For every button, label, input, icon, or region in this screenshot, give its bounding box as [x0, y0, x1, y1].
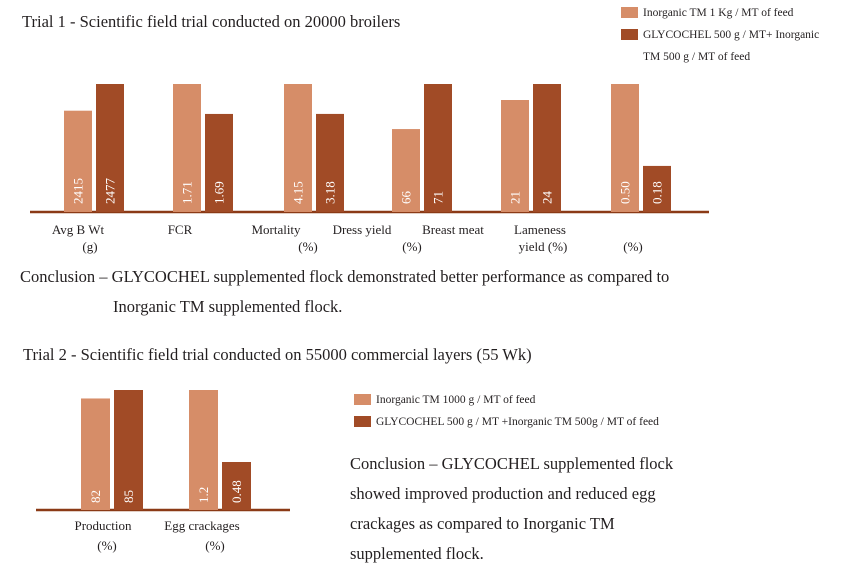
- bar-2: [424, 84, 452, 212]
- chart-plot: 2415 2477 1.71 1.69 4.15 3.18 66 71 21 24 0.50 0.18…: [30, 84, 709, 254]
- trial1-conclusion: Conclusion – GLYCOCHEL supplemented floc…: [20, 262, 669, 322]
- category-label: Egg crackages: [164, 518, 239, 533]
- trial1-legend-item-2: GLYCOCHEL 500 g / MT+ Inorganic TM 500 g…: [621, 24, 819, 68]
- legend-swatch-series1: [354, 394, 371, 405]
- legend-label-cont: TM 500 g / MT of feed: [643, 51, 751, 63]
- bar-1: [173, 84, 201, 212]
- bar-2: [643, 165, 671, 212]
- category-label-line2: (%): [402, 239, 422, 254]
- data-label: 71: [431, 191, 446, 204]
- data-label: 2415: [71, 178, 86, 204]
- trial1-conclusion-line-2: Inorganic TM supplemented flock.: [113, 297, 343, 316]
- data-label: 2477: [103, 178, 118, 205]
- legend-label: Inorganic TM 1000 g / MT of feed: [376, 394, 536, 406]
- trial1-conclusion-line-1: Conclusion – GLYCOCHEL supplemented floc…: [20, 267, 670, 286]
- trial2-title: Trial 2 - Scientific field trial conduct…: [23, 345, 532, 365]
- legend-label: GLYCOCHEL 500 g / MT+ Inorganic: [643, 29, 820, 41]
- chart-plot: 82 85 1.2 0.48 Production (%) Egg crackages (%): [36, 390, 290, 553]
- bar-1: [64, 110, 92, 212]
- legend-swatch-series1: [621, 7, 638, 18]
- trial1-legend: Inorganic TM 1 Kg / MT of feed GLYCOCHEL…: [621, 2, 819, 68]
- category-label: Dress yield: [333, 222, 392, 237]
- category-label-line2: (%): [97, 538, 117, 553]
- trial2-title-text: Scientific field trial conducted on 5500…: [80, 345, 532, 364]
- category-label-line2: (%): [298, 239, 318, 254]
- category-label: Lameness: [514, 222, 566, 237]
- data-label: 0.50: [618, 181, 633, 204]
- data-label: 4.15: [291, 181, 306, 204]
- bar-2: [205, 113, 233, 212]
- bar-1: [284, 84, 312, 212]
- category-label: Production: [74, 518, 132, 533]
- category-label: Mortality: [251, 222, 301, 237]
- legend-label: GLYCOCHEL 500 g / MT +Inorganic TM 500g …: [376, 416, 659, 428]
- legend-swatch-series2: [621, 29, 638, 40]
- trial2-title-label: Trial 2 -: [23, 345, 77, 364]
- data-label: 21: [508, 191, 523, 204]
- category-label: Breast meat: [422, 222, 484, 237]
- category-label: FCR: [168, 222, 193, 237]
- category-label-line2: (%): [205, 538, 225, 553]
- bar-1: [501, 100, 529, 212]
- data-label: 24: [540, 191, 555, 205]
- trial2-legend: Inorganic TM 1000 g / MT of feed GLYCOCH…: [354, 389, 659, 433]
- data-label: 3.18: [323, 181, 338, 204]
- category-label-line2: (%): [623, 239, 643, 254]
- data-label: 0.48: [229, 480, 244, 503]
- legend-swatch-series2: [354, 416, 371, 427]
- legend-label: Inorganic TM 1 Kg / MT of feed: [643, 7, 794, 19]
- bar-2: [96, 84, 124, 212]
- data-label: 82: [88, 490, 103, 503]
- bar-1: [611, 84, 639, 212]
- trial1-legend-item-1: Inorganic TM 1 Kg / MT of feed: [621, 2, 819, 24]
- trial2-conclusion-line-3: crackages as compared to Inorganic TM: [350, 514, 615, 533]
- data-label: 0.18: [650, 181, 665, 204]
- data-label: 1.69: [212, 181, 227, 204]
- data-label: 1.2: [196, 487, 211, 503]
- trial2-conclusion-line-1: Conclusion – GLYCOCHEL supplemented floc…: [350, 454, 674, 473]
- trial1-title: Trial 1 - Scientific field trial conduct…: [22, 12, 400, 32]
- data-label: 1.71: [180, 181, 195, 204]
- trial1-title-label: Trial 1 -: [22, 12, 76, 31]
- data-label: 85: [121, 490, 136, 503]
- bar-2: [222, 462, 251, 510]
- category-label-line2: yield (%): [519, 239, 568, 254]
- trial1-title-text: Scientific field trial conducted on 2000…: [79, 12, 401, 31]
- category-label-line2: (g): [82, 239, 97, 254]
- category-label: Avg B Wt: [52, 222, 105, 237]
- data-label: 66: [399, 191, 414, 205]
- trial2-legend-item-1: Inorganic TM 1000 g / MT of feed: [354, 389, 659, 411]
- bar-1: [392, 129, 420, 212]
- trial2-legend-item-2: GLYCOCHEL 500 g / MT +Inorganic TM 500g …: [354, 411, 659, 433]
- bar-2: [114, 390, 143, 510]
- trial2-conclusion-line-2: showed improved production and reduced e…: [350, 484, 656, 503]
- bar-1: [81, 398, 110, 510]
- bar-1: [189, 390, 218, 510]
- bar-2: [533, 84, 561, 212]
- bar-2: [316, 113, 344, 212]
- trial2-conclusion: Conclusion – GLYCOCHEL supplemented floc…: [350, 449, 673, 569]
